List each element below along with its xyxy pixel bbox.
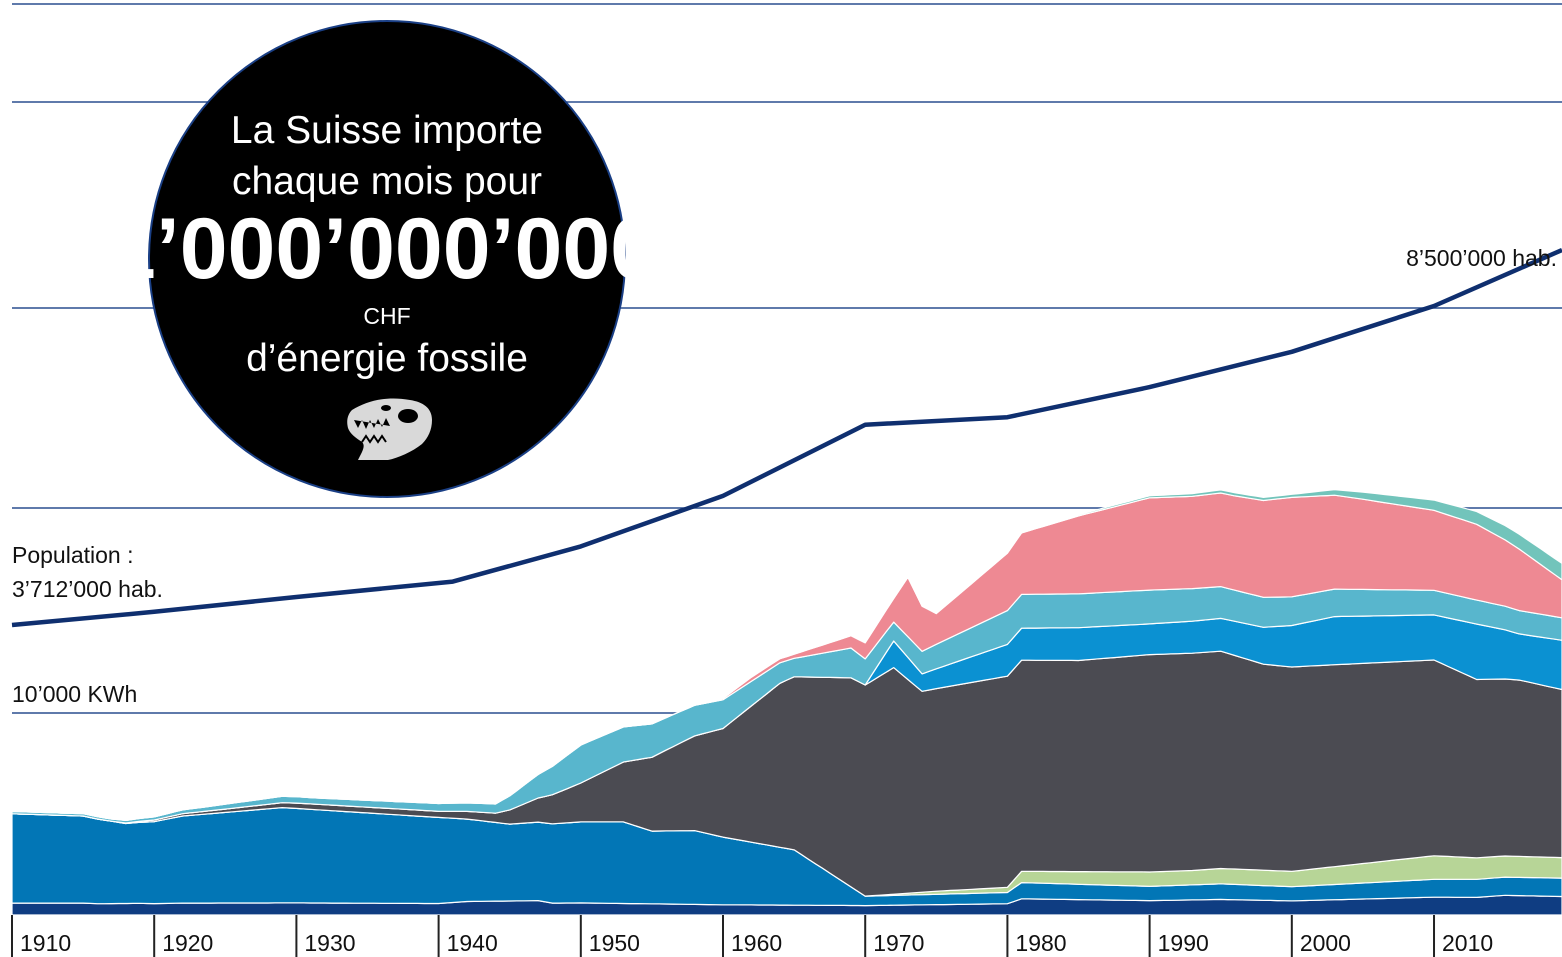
- callout-amount: 1’000’000’000: [108, 201, 658, 297]
- population-line-group: [11, 247, 1562, 628]
- x-tick-label-1930: 1930: [304, 930, 355, 956]
- x-tick-label-1960: 1960: [731, 930, 782, 956]
- x-tick-label-1980: 1980: [1015, 930, 1066, 956]
- annotations: Population : 3’712’000 hab. 8’500’000 ha…: [12, 245, 1557, 707]
- area-series-teal: [11, 489, 1562, 821]
- stacked-areas: [11, 489, 1562, 916]
- callout: La Suisse importe chaque mois pour 1’000…: [108, 20, 658, 498]
- x-tick-label-1920: 1920: [162, 930, 213, 956]
- population-line: [11, 247, 1562, 628]
- x-tick-label-2010: 2010: [1442, 930, 1493, 956]
- callout-line2: chaque mois pour: [232, 160, 542, 203]
- population-end-label: 8’500’000 hab.: [1406, 245, 1557, 271]
- population-start-value: 3’712’000 hab.: [12, 576, 163, 602]
- population-start-label: Population :: [12, 542, 133, 568]
- callout-line3: d’énergie fossile: [246, 337, 528, 380]
- x-tick-label-2000: 2000: [1300, 930, 1351, 956]
- x-tick-label-1950: 1950: [589, 930, 640, 956]
- x-tick-label-1970: 1970: [873, 930, 924, 956]
- x-tick-label-1940: 1940: [447, 930, 498, 956]
- x-axis: 1910 1920 1930 1940 1950 1960 1970 1980 1990 2000…: [11, 915, 1493, 957]
- gridline-label-10000-kwh: 10’000 KWh: [12, 681, 137, 707]
- callout-circle: [148, 20, 626, 498]
- x-tick-label-1990: 1990: [1158, 930, 1209, 956]
- dinosaur-skull-icon: [347, 398, 432, 460]
- x-tick-label-1910: 1910: [20, 930, 71, 956]
- callout-line1: La Suisse importe: [231, 109, 543, 152]
- callout-currency: CHF: [363, 303, 410, 329]
